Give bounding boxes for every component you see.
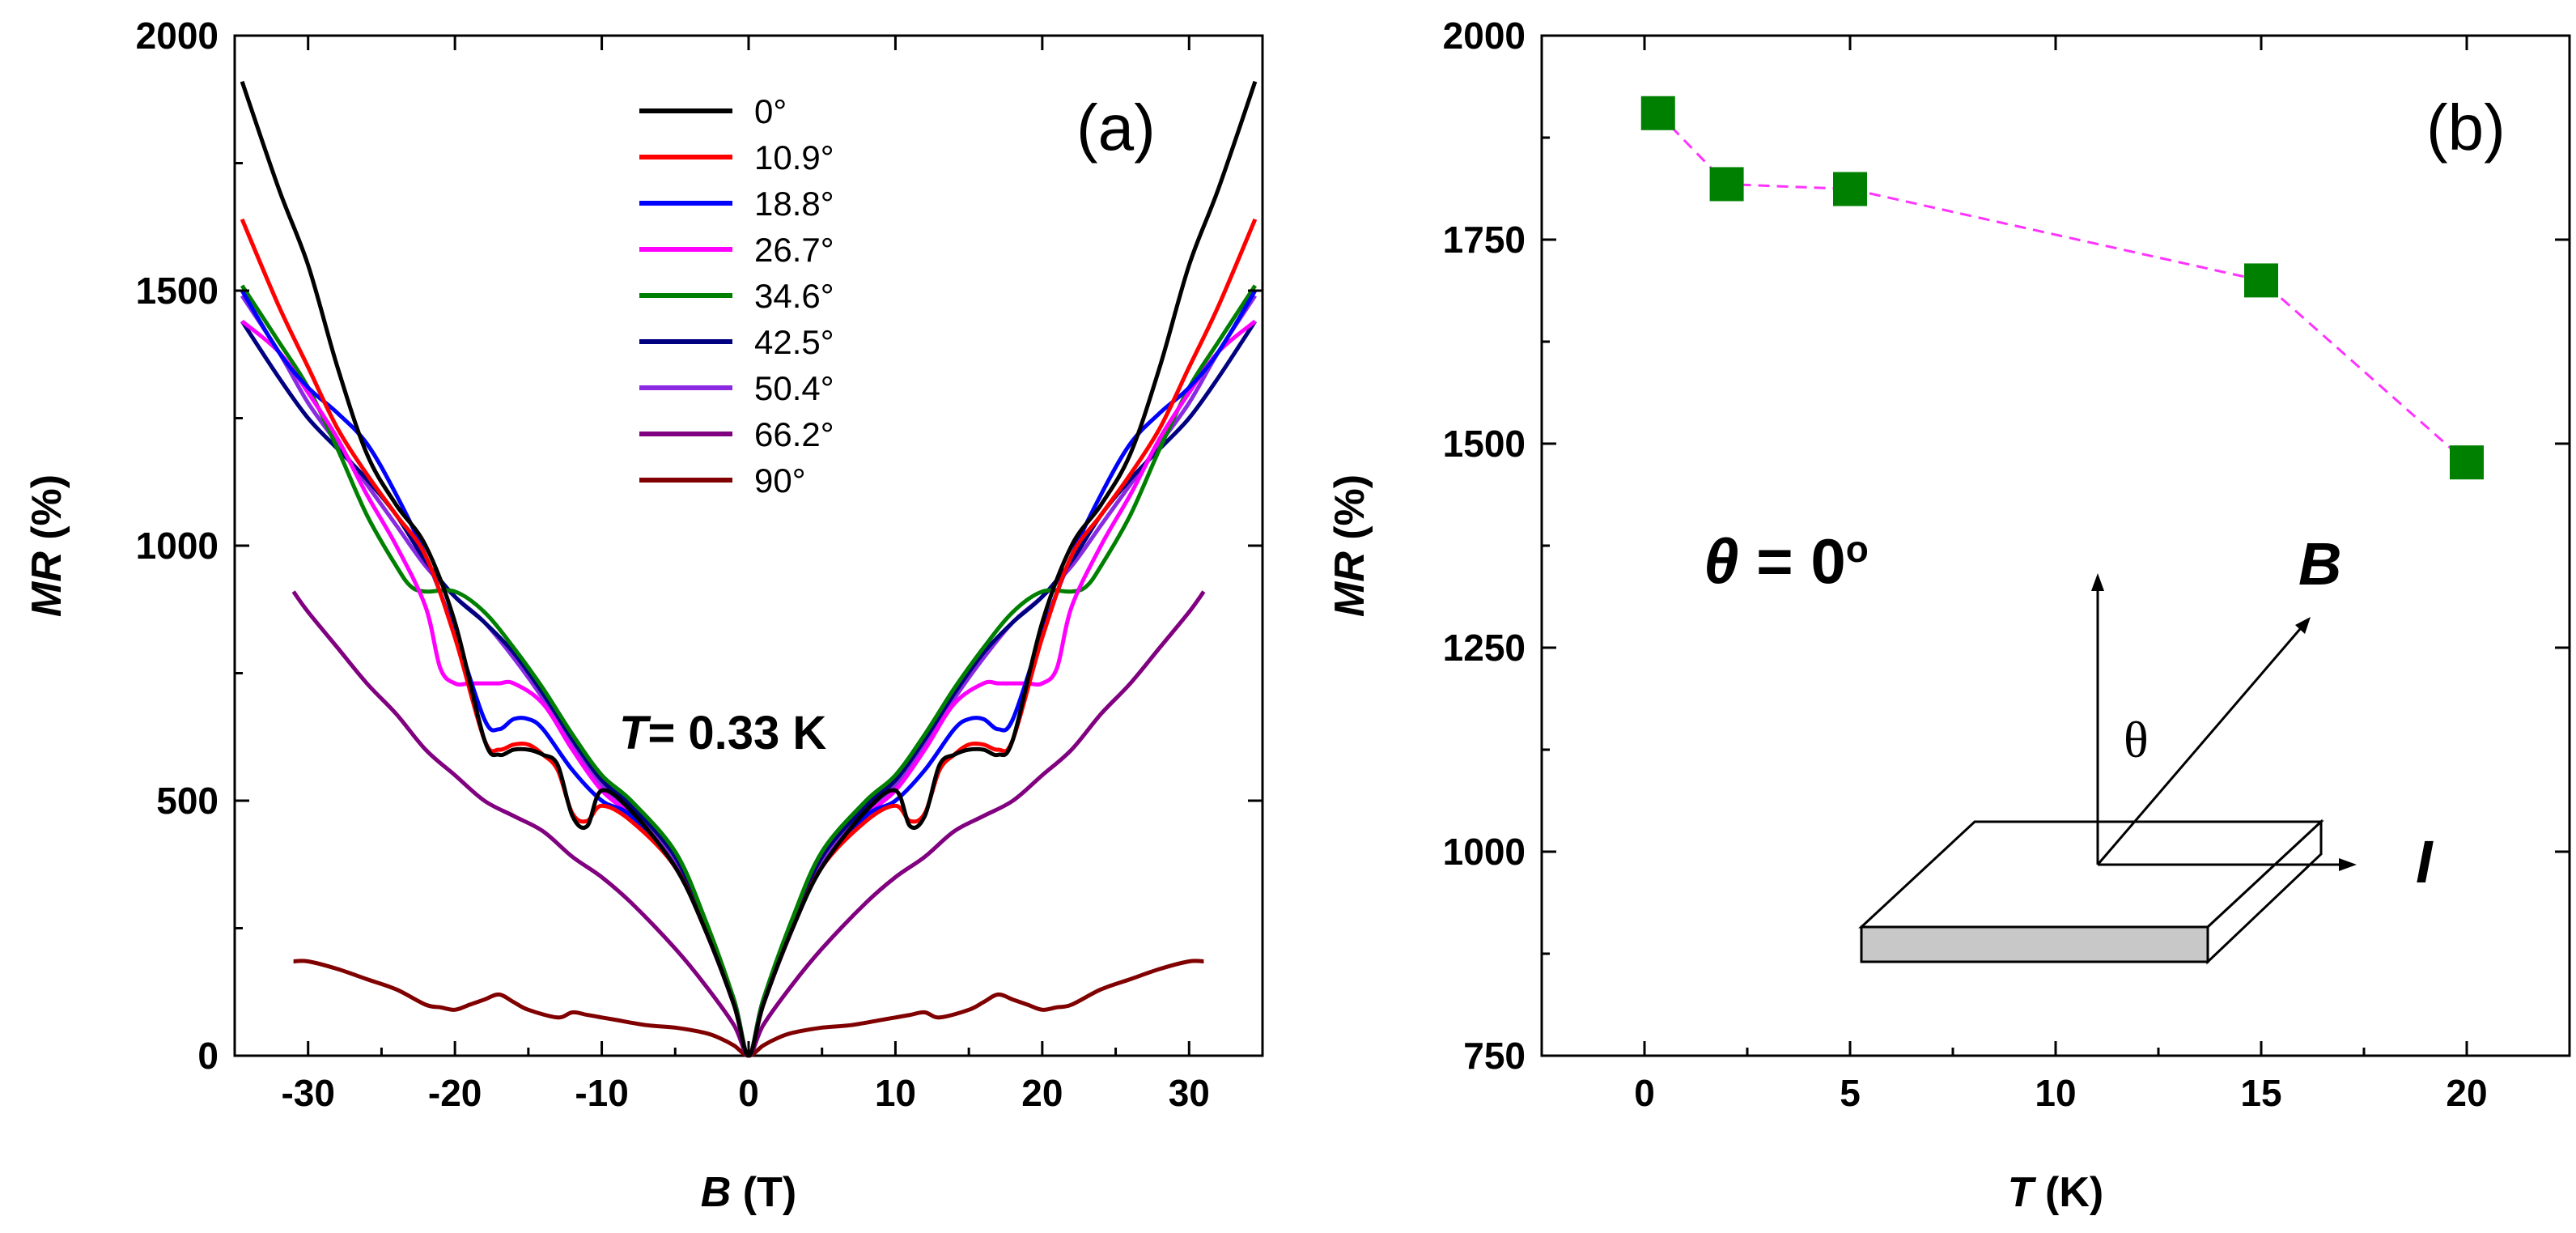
legend-label: 50.4° [754, 369, 834, 407]
panel-b: 0 5 10 15 20 750 1000 1250 1500 1750 2000 (b) θ = … [1326, 15, 2571, 1216]
legend-a: 0° 10.9° 18.8° 26.7° 34.6° 42.5° 50.4° 66.2° 90° [639, 92, 834, 500]
x-axis-label-b-unit: (K) [2034, 1169, 2104, 1216]
series-line-66.2 [291, 590, 1206, 1058]
inset-theta-label: θ [2124, 711, 2149, 768]
legend-label: 42.5° [754, 323, 834, 361]
a-xtick-label: -30 [281, 1072, 334, 1114]
a-ytick-label: 1500 [136, 270, 219, 312]
series-line-b [1657, 112, 2468, 464]
series-line-0 [240, 80, 1258, 1058]
panel-a: -30 -20 -10 0 10 20 30 0 500 1000 1500 2000 0° 10.9°… [23, 15, 1264, 1216]
legend-label: 34.6° [754, 277, 834, 315]
series-line-50.4 [240, 294, 1257, 1058]
a-xtick-label: 30 [1169, 1072, 1210, 1114]
legend-label: 66.2° [754, 415, 834, 453]
a-xtick-label: 10 [875, 1072, 916, 1114]
annotation-T-value: = 0.33 K [647, 707, 826, 759]
data-point-marker [2244, 263, 2278, 298]
a-ytick-label: 500 [156, 780, 219, 822]
x-axis-label-a-unit: (T) [731, 1169, 796, 1216]
legend-label: 10.9° [754, 138, 834, 176]
panel-label-b: (b) [2426, 91, 2506, 164]
b-xtick-label: 0 [1634, 1072, 1655, 1114]
sample-front-face [1860, 925, 2209, 963]
y-axis-label-a-var: MR [23, 551, 70, 617]
y-axis-label-b: MR (%) [1326, 474, 1373, 617]
legend-label: 90° [754, 461, 806, 500]
x-axis-label-a-var: B [701, 1169, 732, 1216]
plot-frame-a [233, 34, 1264, 1057]
series-line-34.6 [240, 284, 1257, 1058]
data-b [1640, 96, 2484, 480]
data-point-marker [1640, 96, 1675, 130]
b-ytick-label: 1500 [1443, 423, 1526, 465]
x-axis-label-b: T (K) [2008, 1169, 2103, 1216]
b-xtick-label: 5 [1840, 1072, 1861, 1114]
b-ytick-label: 1750 [1443, 219, 1526, 261]
annotation-theta-value: = 0 [1739, 525, 1846, 597]
inset-B-label: B [2298, 530, 2341, 597]
temperature-annotation: T= 0.33 K [619, 707, 826, 759]
legend-label: 26.7° [754, 231, 834, 269]
b-ytick-label: 1250 [1443, 627, 1526, 669]
data-point-marker [2450, 445, 2484, 480]
a-xtick-label: 20 [1021, 1072, 1063, 1114]
a-xtick-label: -20 [428, 1072, 482, 1114]
annotation-degree: o [1846, 528, 1869, 570]
b-xtick-label: 15 [2240, 1072, 2281, 1114]
field-arrow [2096, 623, 2307, 865]
field-arrowhead [2295, 617, 2311, 634]
b-ytick-label: 1000 [1443, 831, 1526, 873]
a-xtick-label: -10 [575, 1072, 628, 1114]
b-ytick-label: 2000 [1443, 15, 1526, 57]
legend-label: 18.8° [754, 185, 834, 223]
data-point-marker [1833, 172, 1867, 206]
data-point-marker [1709, 167, 1744, 202]
legend-label: 0° [754, 92, 787, 130]
vertical-arrowhead [2091, 573, 2104, 591]
a-ytick-label: 1000 [136, 525, 219, 567]
x-axis-label-b-var: T [2008, 1169, 2037, 1216]
annotation-theta: θ [1704, 525, 1739, 597]
series-line-10.9 [240, 218, 1258, 1058]
b-xtick-label: 20 [2446, 1072, 2487, 1114]
a-xtick-label: 0 [738, 1072, 759, 1114]
y-axis-label-b-unit: (%) [1326, 474, 1373, 551]
ticks-a: -30 -20 -10 0 10 20 30 0 500 1000 1500 2000 [136, 15, 1263, 1114]
y-axis-label-a-unit: (%) [23, 474, 70, 551]
current-arrowhead [2339, 858, 2357, 871]
series-line-42.5 [240, 320, 1257, 1058]
b-xtick-label: 10 [2035, 1072, 2076, 1114]
series-line-26.7 [240, 319, 1257, 1058]
curves-a [240, 80, 1258, 1058]
annotation-T: T [619, 707, 651, 759]
angle-annotation: θ = 0o [1704, 525, 1869, 597]
a-ytick-label: 0 [197, 1035, 219, 1077]
ticks-b: 0 5 10 15 20 750 1000 1250 1500 1750 2000 [1443, 15, 2570, 1114]
panel-label-a: (a) [1076, 91, 1156, 164]
a-ytick-label: 2000 [136, 15, 219, 57]
b-ytick-label: 750 [1463, 1035, 1526, 1077]
geometry-inset: B I θ [1858, 530, 2434, 965]
series-line-18.8 [240, 289, 1258, 1058]
inset-I-label: I [2416, 828, 2434, 895]
x-axis-label-a: B (T) [701, 1169, 796, 1216]
y-axis-label-a: MR (%) [23, 474, 70, 617]
y-axis-label-b-var: MR [1326, 551, 1373, 617]
